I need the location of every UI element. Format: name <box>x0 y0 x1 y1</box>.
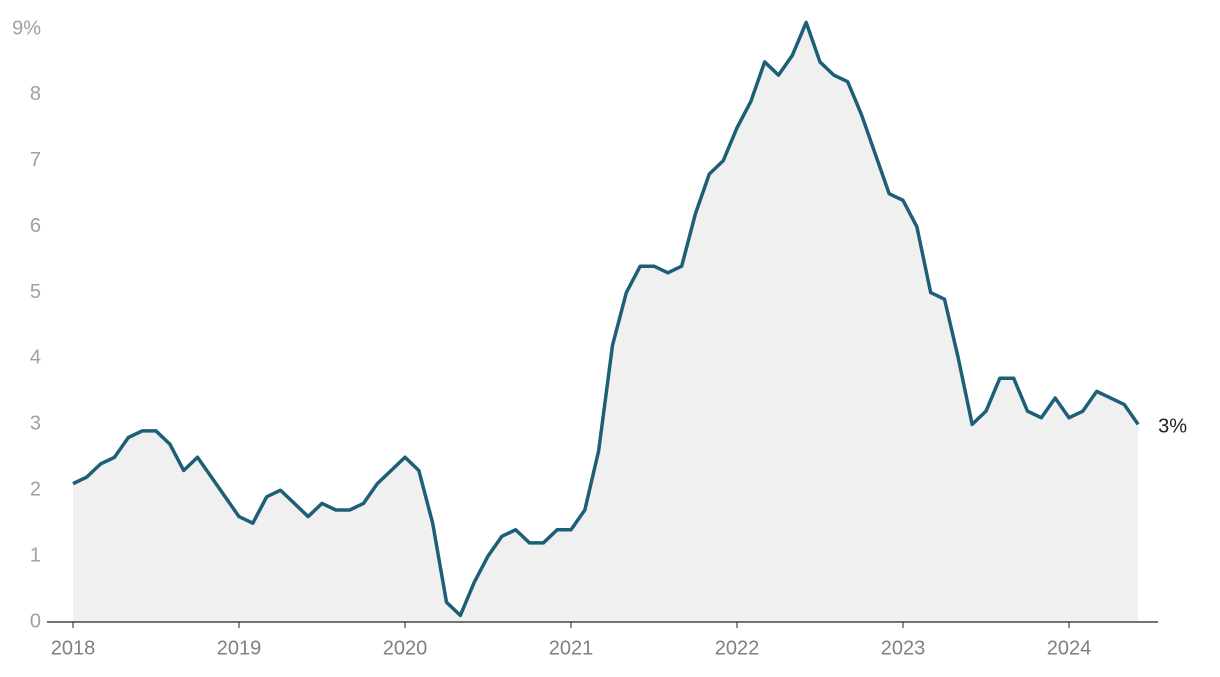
x-tick-label: 2021 <box>549 637 594 659</box>
y-tick-label: 2 <box>30 479 41 501</box>
y-tick-label: 6 <box>30 215 41 237</box>
area-fill <box>73 22 1139 622</box>
value-label: 3% <box>1158 416 1187 438</box>
x-tick-label: 2024 <box>1047 637 1092 659</box>
x-tick-label: 2023 <box>881 637 926 659</box>
x-tick-label: 2019 <box>217 637 262 659</box>
line <box>72 20 1140 618</box>
x-tick-label: 2020 <box>383 637 428 659</box>
x-tick-label: 2018 <box>51 637 96 659</box>
y-tick-label: 3 <box>30 413 41 435</box>
y-tick-label: 5 <box>30 281 41 303</box>
y-tick-label: 0 <box>30 610 41 632</box>
y-tick-label: 4 <box>30 347 41 369</box>
y-tick-label: 1 <box>30 544 41 566</box>
x-tick-label: 2022 <box>715 637 760 659</box>
y-tick-label: 9% <box>12 17 41 39</box>
y-tick-label: 7 <box>30 149 41 171</box>
y-tick-label: 8 <box>30 83 41 105</box>
